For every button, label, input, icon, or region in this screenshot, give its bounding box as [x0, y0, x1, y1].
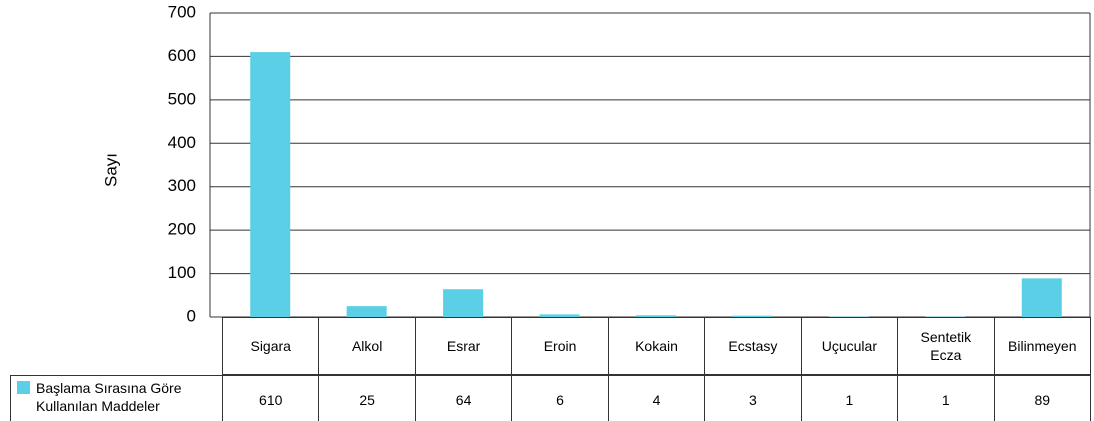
category-label: Kokain	[607, 317, 706, 375]
y-tick-label: 500	[168, 89, 196, 108]
y-tick-label: 200	[168, 220, 196, 239]
data-table-value: 1	[897, 375, 995, 421]
bar	[250, 52, 291, 317]
y-tick-label: 0	[187, 306, 196, 325]
legend-swatch	[17, 381, 30, 394]
data-table-value: 25	[318, 375, 416, 421]
y-tick-label: 700	[168, 2, 196, 21]
bar	[636, 315, 676, 317]
y-tick-label: 400	[168, 133, 196, 152]
category-label: Uçucular	[800, 317, 899, 375]
category-label: Alkol	[318, 317, 416, 375]
y-axis-label: Sayı	[101, 153, 120, 187]
data-table-value: 610	[222, 375, 320, 421]
y-tick-label: 300	[168, 176, 196, 195]
bar	[443, 289, 484, 317]
legend-cell: Başlama Sırasına Göre Kullanılan Maddele…	[10, 375, 223, 421]
category-label: Sentetik Ecza	[897, 317, 995, 375]
category-label: Ecstasy	[704, 317, 802, 375]
category-label: Esrar	[414, 317, 513, 375]
y-tick-label: 600	[168, 46, 196, 65]
bar	[346, 306, 387, 317]
data-table-value: 3	[704, 375, 802, 421]
category-label: Bilinmeyen	[993, 317, 1091, 375]
y-tick-label: 100	[168, 263, 196, 282]
legend-label: Başlama Sırasına Göre Kullanılan Maddele…	[36, 380, 182, 414]
category-label: Eroin	[511, 317, 609, 375]
bar	[732, 315, 773, 317]
bar	[539, 314, 580, 317]
data-table-value: 89	[993, 375, 1091, 421]
bar	[1021, 278, 1062, 317]
category-label: Sigara	[222, 317, 320, 375]
data-table-value: 6	[511, 375, 609, 421]
data-table-value: 4	[607, 375, 706, 421]
data-table-value: 64	[414, 375, 513, 421]
data-table-value: 1	[800, 375, 899, 421]
